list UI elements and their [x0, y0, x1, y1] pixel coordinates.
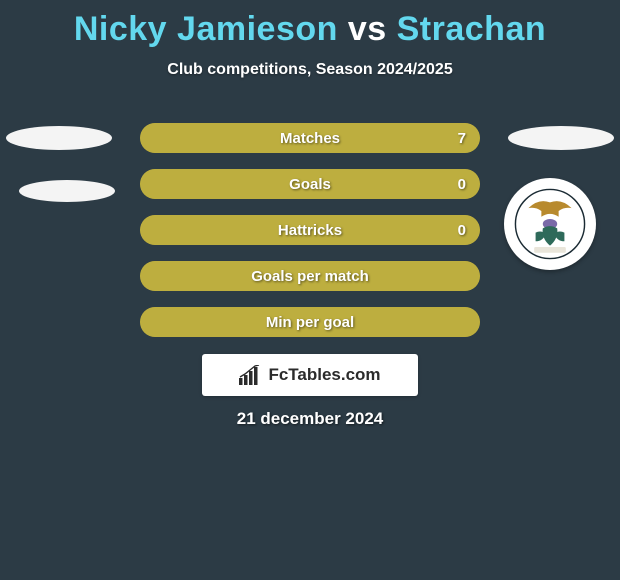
- comparison-title: Nicky Jamieson vs Strachan: [0, 0, 620, 49]
- stat-value: 7: [458, 130, 466, 147]
- bars-icon: [239, 365, 263, 385]
- player1-name: Nicky Jamieson: [74, 10, 338, 48]
- stat-label: Hattricks: [140, 222, 480, 239]
- stat-bar: Matches7: [140, 123, 480, 153]
- logo-text: FcTables.com: [268, 365, 380, 385]
- placeholder-ellipse: [19, 180, 115, 202]
- stat-bar: Goals per match: [140, 261, 480, 291]
- stats-bars: Matches7Goals0Hattricks0Goals per matchM…: [140, 123, 480, 353]
- club-crest: [504, 178, 596, 270]
- placeholder-ellipse: [6, 126, 112, 150]
- stat-label: Matches: [140, 130, 480, 147]
- subtitle: Club competitions, Season 2024/2025: [0, 61, 620, 79]
- stat-label: Goals per match: [140, 268, 480, 285]
- vs-text: vs: [348, 10, 387, 48]
- placeholder-ellipse: [508, 126, 614, 150]
- player2-name: Strachan: [397, 10, 547, 48]
- stat-bar: Min per goal: [140, 307, 480, 337]
- stat-bar: Goals0: [140, 169, 480, 199]
- source-logo: FcTables.com: [202, 354, 418, 396]
- date-label: 21 december 2024: [0, 409, 620, 429]
- stat-value: 0: [458, 176, 466, 193]
- stat-value: 0: [458, 222, 466, 239]
- stat-bar: Hattricks0: [140, 215, 480, 245]
- stat-label: Min per goal: [140, 314, 480, 331]
- crest-icon: [514, 188, 586, 260]
- stat-label: Goals: [140, 176, 480, 193]
